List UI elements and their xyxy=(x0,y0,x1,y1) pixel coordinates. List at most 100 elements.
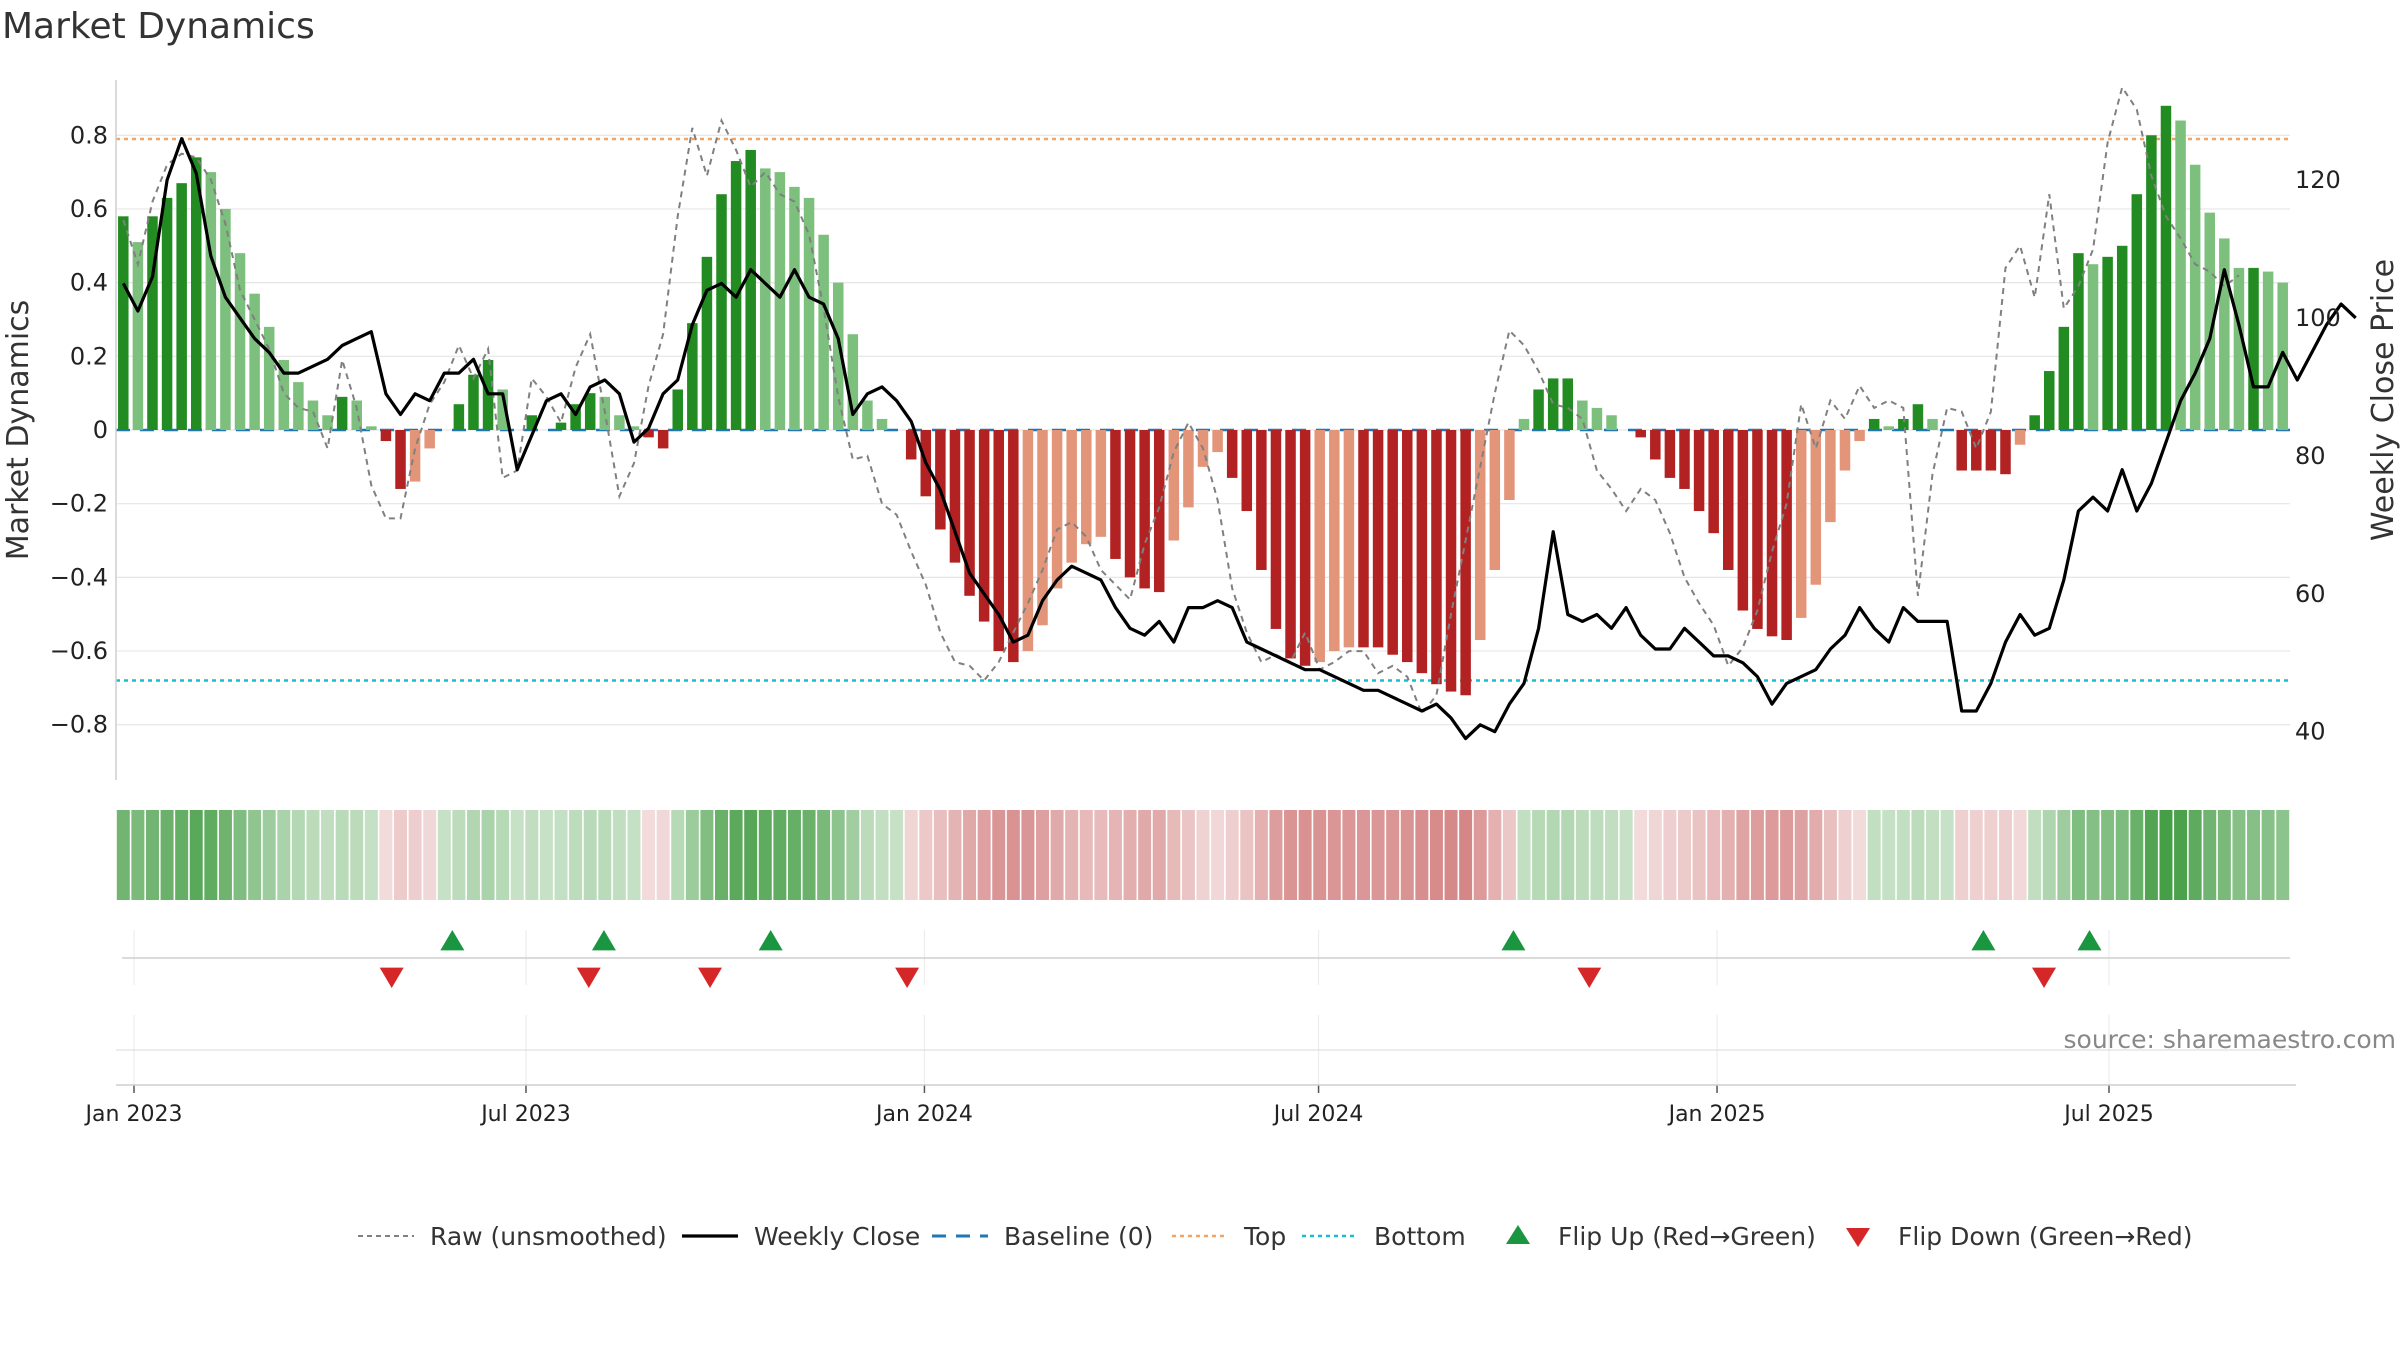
regime-strip-cell xyxy=(2247,810,2261,900)
dynamics-bar xyxy=(1606,415,1617,430)
dynamics-bar xyxy=(1051,430,1063,589)
regime-strip-cell xyxy=(131,810,145,900)
dynamics-bar xyxy=(2014,430,2026,445)
dynamics-bar xyxy=(1810,430,1822,585)
dynamics-bar xyxy=(876,418,888,430)
flip-down-marker xyxy=(1577,967,1602,988)
regime-strip-cell xyxy=(248,810,262,900)
y-left-tick-label: 0.8 xyxy=(70,121,108,149)
regime-strip-cell xyxy=(1050,810,1064,900)
legend-item-top: Top xyxy=(1172,1222,1286,1251)
x-tick-label: Jan 2025 xyxy=(1667,1102,1766,1127)
dynamics-bar xyxy=(672,389,683,430)
dynamics-bar xyxy=(176,183,187,430)
dynamics-bar xyxy=(1124,430,1136,578)
legend-label: Bottom xyxy=(1374,1222,1466,1251)
regime-strip-cell xyxy=(1634,810,1648,900)
regime-strip-cell xyxy=(2028,810,2042,900)
regime-strip-cell xyxy=(1211,810,1225,900)
flip-down-marker xyxy=(895,967,920,988)
regime-strip-cell xyxy=(1619,810,1633,900)
regime-strip-cell xyxy=(160,810,174,900)
regime-strip-cell xyxy=(729,810,743,900)
dynamics-bar xyxy=(993,430,1004,652)
gridlines xyxy=(116,134,2290,726)
weekly-close-line xyxy=(121,137,2357,741)
regime-strip-cell xyxy=(1838,810,1852,900)
regime-strip-cell xyxy=(1123,810,1137,900)
dynamics-bar xyxy=(1226,430,1238,478)
y-left-tick-label: 0.2 xyxy=(70,342,108,370)
regime-strip-cell xyxy=(992,810,1006,900)
regime-strip-cell xyxy=(1590,810,1604,900)
regime-strip-cell xyxy=(1502,810,1516,900)
regime-strip-cell xyxy=(977,810,991,900)
regime-strip-cell xyxy=(204,810,218,900)
legend-label: Flip Up (Red→Green) xyxy=(1558,1222,1816,1251)
regime-strip-cell xyxy=(1488,810,1502,900)
regime-strip-cell xyxy=(963,810,977,900)
y-right-tick-label: 40 xyxy=(2295,718,2326,746)
regime-strip-cell xyxy=(1021,810,1035,900)
regime-strip-cell xyxy=(1546,810,1560,900)
y-right-tick-label: 100 xyxy=(2295,304,2341,332)
regime-strip-cell xyxy=(1298,810,1312,900)
regime-strip-cell xyxy=(2188,810,2202,900)
regime-strip-cell xyxy=(1561,810,1575,900)
source-note: source: sharemaestro.com xyxy=(2064,1025,2397,1054)
dynamics-bar xyxy=(1081,430,1092,545)
regime-strip-cell xyxy=(831,810,845,900)
regime-strip-cell xyxy=(1006,810,1020,900)
regime-strip-cell xyxy=(2130,810,2144,900)
dynamics-bar xyxy=(1066,430,1077,563)
regime-strip-cell xyxy=(175,810,189,900)
regime-strip-cell xyxy=(773,810,787,900)
dynamics-bar xyxy=(2204,212,2216,430)
dynamics-bar xyxy=(351,400,362,430)
legend-label: Baseline (0) xyxy=(1004,1222,1153,1251)
dynamics-bar xyxy=(161,197,173,430)
dynamics-bar xyxy=(1095,430,1107,537)
dynamics-bar xyxy=(1825,430,1836,523)
dynamics-bar xyxy=(366,426,377,430)
legend-item-raw: Raw (unsmoothed) xyxy=(358,1222,667,1251)
dynamics-bar xyxy=(1139,430,1150,589)
regime-strip-cell xyxy=(700,810,714,900)
regime-strip-cell xyxy=(860,810,874,900)
x-tick-label: Jul 2024 xyxy=(1272,1102,1364,1127)
flip-up-marker xyxy=(591,930,616,951)
dynamics-bar xyxy=(1343,430,1355,648)
dynamics-bar xyxy=(453,404,465,430)
regime-strip-cell xyxy=(2232,810,2246,900)
dynamics-bar xyxy=(220,208,231,430)
regime-strip-cell xyxy=(2086,810,2100,900)
regime-strip-cell xyxy=(846,810,860,900)
regime-strip-cell xyxy=(1605,810,1619,900)
dynamics-bar xyxy=(570,404,581,430)
y-left-axis-label: Market Dynamics xyxy=(1,300,36,561)
dynamics-bar xyxy=(1402,430,1413,663)
dynamics-bar xyxy=(1153,430,1165,593)
regime-strip-cell xyxy=(1853,810,1867,900)
dynamics-bar xyxy=(847,334,859,430)
legend-item-up: Flip Up (Red→Green) xyxy=(1506,1222,1816,1251)
regime-strip-cell xyxy=(1940,810,1954,900)
regime-strip-cell xyxy=(642,810,656,900)
regime-strip-cell xyxy=(2101,810,2115,900)
regime-strip-cell xyxy=(189,810,203,900)
dynamics-bar xyxy=(1474,430,1486,640)
dynamics-bar xyxy=(643,430,654,438)
dynamics-bar xyxy=(1518,418,1530,430)
dynamics-bar xyxy=(1329,430,1340,652)
dynamics-bar xyxy=(1708,430,1719,534)
regime-strip-cell xyxy=(408,810,422,900)
regime-strip-cell xyxy=(1284,810,1298,900)
dynamics-bar xyxy=(2189,164,2201,430)
legend-item-close: Weekly Close xyxy=(682,1222,920,1251)
regime-strip-cell xyxy=(1750,810,1764,900)
y-left-tick-label: 0.4 xyxy=(70,269,108,297)
regime-strip-cell xyxy=(890,810,904,900)
regime-strip-cell xyxy=(364,810,378,900)
dynamics-bar xyxy=(832,282,844,430)
y-left-tick-label: 0.6 xyxy=(70,195,108,223)
